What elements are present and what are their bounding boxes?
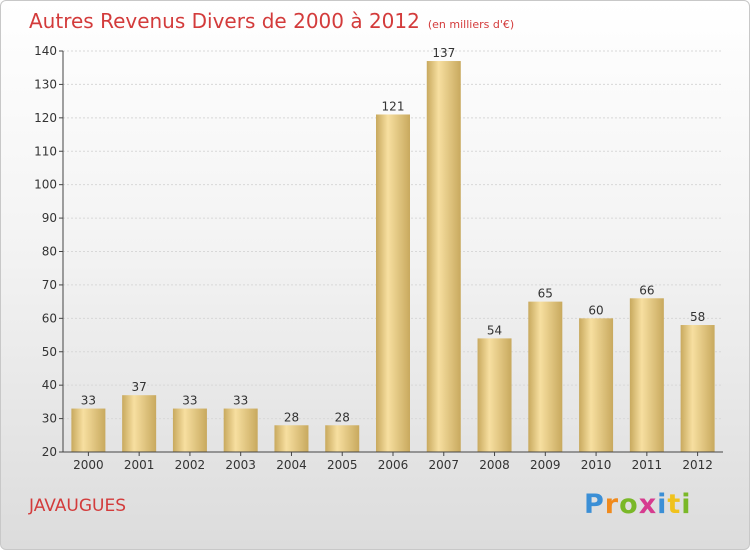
y-tick-label: 30 xyxy=(42,412,57,426)
data-label: 66 xyxy=(639,283,654,297)
x-tick-label: 2002 xyxy=(175,458,206,472)
x-tick-label: 2007 xyxy=(428,458,459,472)
y-tick-label: 90 xyxy=(42,211,57,225)
y-tick-label: 130 xyxy=(34,77,57,91)
bar xyxy=(325,425,360,452)
y-tick-label: 70 xyxy=(42,278,57,292)
y-tick-label: 100 xyxy=(34,178,57,192)
x-tick-label: 2012 xyxy=(682,458,713,472)
data-label: 37 xyxy=(132,380,147,394)
x-tick-label: 2001 xyxy=(124,458,155,472)
data-label: 60 xyxy=(588,303,603,317)
data-label: 33 xyxy=(81,394,96,408)
data-label: 33 xyxy=(233,394,248,408)
bar xyxy=(579,318,614,452)
logo-letter: i xyxy=(657,489,668,520)
data-label: 54 xyxy=(487,323,502,337)
data-label: 58 xyxy=(690,310,705,324)
logo-letter: t xyxy=(667,489,682,520)
bar xyxy=(122,395,157,452)
y-tick-label: 110 xyxy=(34,144,57,158)
y-tick-label: 80 xyxy=(42,245,57,259)
x-tick-label: 2000 xyxy=(73,458,104,472)
x-tick-label: 2003 xyxy=(225,458,256,472)
x-tick-label: 2004 xyxy=(276,458,307,472)
bar xyxy=(172,408,207,452)
location-label: JAVAUGUES xyxy=(29,496,127,516)
data-label: 137 xyxy=(432,46,455,60)
x-tick-label: 2006 xyxy=(378,458,409,472)
data-label: 65 xyxy=(538,287,553,301)
logo-letter: i xyxy=(681,489,692,520)
axes: 20 30 40 50 60 70 80 90 100 110 120 130 140 2000 2001 2… xyxy=(34,44,723,472)
data-label: 121 xyxy=(382,99,405,113)
bar xyxy=(274,425,309,452)
chart-title: Autres Revenus Divers de 2000 à 2012 (en … xyxy=(29,9,514,33)
data-label: 33 xyxy=(182,394,197,408)
data-label: 28 xyxy=(335,410,350,424)
proxiti-logo[interactable]: Proxiti xyxy=(584,489,692,520)
logo-letter: r xyxy=(604,489,620,520)
y-tick-label: 120 xyxy=(34,111,57,125)
x-tick-label: 2009 xyxy=(530,458,561,472)
y-tick-label: 50 xyxy=(42,345,57,359)
y-tick-label: 40 xyxy=(42,378,57,392)
chart-subtitle: (en milliers d'€) xyxy=(427,18,515,31)
bar xyxy=(376,114,410,452)
bar xyxy=(629,298,664,452)
bar xyxy=(680,325,715,452)
logo-letter: x xyxy=(638,489,658,520)
x-tick-label: 2005 xyxy=(327,458,358,472)
y-tick-label: 140 xyxy=(34,44,57,58)
x-tick-label: 2008 xyxy=(479,458,510,472)
x-tick-label: 2010 xyxy=(581,458,612,472)
logo-letter: o xyxy=(619,489,639,520)
bar xyxy=(71,408,106,452)
bars: 33 37 33 33 28 28 121 137 54 65 60 66 58 xyxy=(71,46,715,453)
y-tick-label: 60 xyxy=(42,311,57,325)
logo-letter: P xyxy=(584,489,605,520)
bar xyxy=(223,408,258,452)
y-tick-label: 20 xyxy=(42,445,57,459)
chart-title-text: Autres Revenus Divers de 2000 à 2012 xyxy=(29,9,420,33)
bar xyxy=(477,338,512,452)
bar xyxy=(426,61,461,453)
bar xyxy=(528,301,563,452)
x-tick-label: 2011 xyxy=(632,458,663,472)
data-label: 28 xyxy=(284,410,299,424)
